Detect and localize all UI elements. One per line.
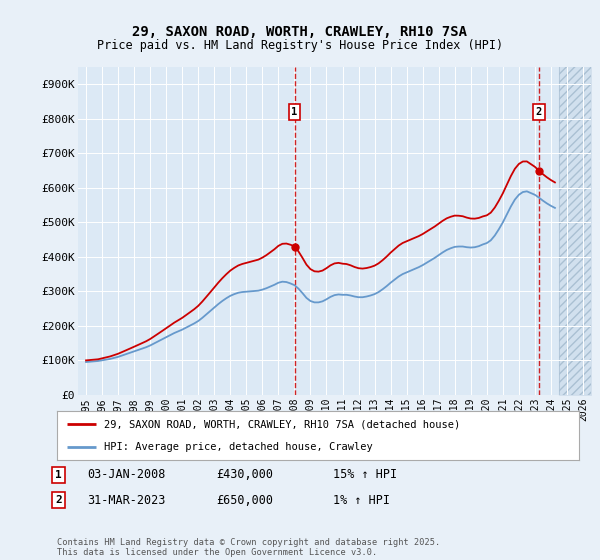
Text: 15% ↑ HPI: 15% ↑ HPI [333,468,397,482]
Text: HPI: Average price, detached house, Crawley: HPI: Average price, detached house, Craw… [104,442,373,452]
Text: 2: 2 [536,107,542,117]
Text: £430,000: £430,000 [216,468,273,482]
Text: £650,000: £650,000 [216,493,273,507]
Text: Contains HM Land Registry data © Crown copyright and database right 2025.
This d: Contains HM Land Registry data © Crown c… [57,538,440,557]
Text: 03-JAN-2008: 03-JAN-2008 [87,468,166,482]
Text: 31-MAR-2023: 31-MAR-2023 [87,493,166,507]
Text: 29, SAXON ROAD, WORTH, CRAWLEY, RH10 7SA (detached house): 29, SAXON ROAD, WORTH, CRAWLEY, RH10 7SA… [104,419,460,430]
Text: 1: 1 [292,107,298,117]
Text: 1% ↑ HPI: 1% ↑ HPI [333,493,390,507]
Text: 1: 1 [55,470,62,480]
Text: 2: 2 [55,495,62,505]
Text: 29, SAXON ROAD, WORTH, CRAWLEY, RH10 7SA: 29, SAXON ROAD, WORTH, CRAWLEY, RH10 7SA [133,26,467,39]
Text: Price paid vs. HM Land Registry's House Price Index (HPI): Price paid vs. HM Land Registry's House … [97,39,503,53]
